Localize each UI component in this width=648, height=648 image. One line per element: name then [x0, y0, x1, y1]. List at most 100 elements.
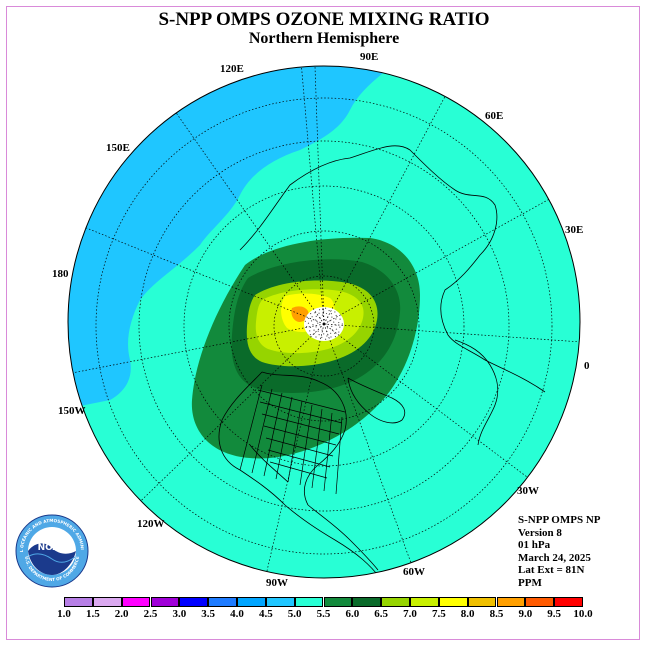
latitude-circle — [95, 97, 553, 555]
state-line — [275, 396, 293, 480]
meridian-line — [313, 66, 325, 325]
polar-dot — [307, 322, 310, 324]
lon-label-60e: 60E — [485, 110, 504, 122]
polar-dot — [323, 333, 325, 335]
polar-dot — [328, 309, 330, 312]
colorbar-swatch — [525, 597, 555, 607]
polar-dot — [315, 319, 317, 321]
info-units: PPM — [518, 576, 542, 589]
polar-dot — [305, 325, 308, 328]
polar-dot — [331, 316, 333, 318]
polar-dot — [307, 317, 310, 320]
state-line — [269, 461, 328, 479]
info-block: S-NPP OMPS NP Version 8 01 hPa March 24,… — [518, 514, 601, 590]
polar-dot — [309, 334, 312, 336]
colorbar-label: 6.5 — [374, 608, 389, 620]
colorbar-swatch — [554, 597, 583, 607]
polar-dot — [321, 329, 323, 331]
polar-dot — [317, 330, 319, 332]
info-instrument: S-NPP OMPS NP — [518, 514, 601, 526]
field-8.0-region — [291, 306, 309, 322]
colorbar-swatch — [294, 597, 324, 607]
colorbar-swatch — [323, 597, 353, 607]
state-line — [263, 425, 337, 446]
noaa-logo: NATIONAL OCEANIC AND ATMOSPHERIC ADMINIS… — [15, 514, 89, 588]
polar-dot — [335, 328, 338, 330]
polar-dot — [339, 326, 341, 328]
polar-dot — [334, 332, 336, 334]
lon-label-90e: 90E — [360, 51, 379, 63]
lon-label-30w: 30W — [517, 485, 539, 497]
colorbar-swatch — [121, 597, 151, 607]
lon-label-0: 0 — [584, 360, 590, 372]
colorbar-label: 6.0 — [345, 608, 360, 620]
state-line — [239, 384, 263, 471]
state-line — [267, 449, 331, 468]
polar-dot — [324, 307, 327, 309]
colorbar-swatch — [150, 597, 180, 607]
polar-dot — [330, 313, 332, 315]
lon-label-30e: 30E — [565, 224, 584, 236]
colorbar-swatch — [467, 597, 497, 607]
colorbar-swatch — [410, 597, 439, 607]
polar-dot — [314, 312, 316, 314]
colorbar-label: 9.0 — [518, 608, 533, 620]
map-subtitle: Northern Hemisphere — [248, 30, 400, 47]
polar-dot — [318, 334, 320, 336]
state-line — [251, 388, 273, 474]
polar-dot — [338, 331, 340, 333]
info-date: March 24, 2025 — [518, 551, 591, 564]
colorbar-label: 1.5 — [85, 608, 100, 620]
colorbar-swatch — [265, 597, 295, 607]
colorbar-label: 5.5 — [316, 608, 331, 620]
polar-dot — [331, 325, 333, 327]
polar-dot — [325, 323, 327, 325]
polar-dot — [326, 327, 329, 329]
meridian-line — [68, 211, 325, 325]
info-level: 01 hPa — [518, 539, 551, 552]
latitude-circle — [183, 185, 465, 467]
polar-dot — [318, 312, 320, 314]
colorbar-swatch — [496, 597, 526, 607]
lon-label-120e: 120E — [220, 63, 244, 75]
polar-dot — [310, 320, 313, 322]
colorbar-label: 2.0 — [114, 608, 129, 620]
colorbar-swatch — [237, 597, 266, 607]
lon-label-180: 180 — [52, 268, 69, 280]
lon-label-150w: 150W — [58, 405, 86, 417]
polar-dot — [338, 321, 340, 324]
polar-dot — [321, 336, 323, 338]
logo-text: NOAA — [38, 543, 67, 553]
state-line — [261, 413, 340, 435]
colorbar-label: 3.5 — [201, 608, 216, 620]
polar-dot — [315, 326, 317, 328]
polar-dot — [309, 312, 312, 315]
colorbar-label: 4.0 — [230, 608, 244, 620]
polar-dot — [321, 314, 324, 316]
colorbar-label: 8.0 — [460, 608, 475, 620]
colorbar-swatch — [92, 597, 122, 607]
coast-north-america — [218, 371, 386, 578]
polar-dot — [313, 329, 315, 331]
colorbar-label: 7.0 — [403, 608, 417, 620]
colorbar-label: 5.0 — [287, 608, 302, 620]
polar-dot — [330, 336, 332, 338]
lon-label-60w: 60W — [403, 566, 425, 578]
colorbar-swatch — [381, 597, 410, 607]
state-line — [287, 400, 303, 483]
lon-label-120w: 120W — [137, 518, 165, 530]
polar-dot — [315, 336, 317, 338]
colorbar-swatch — [208, 597, 237, 607]
polar-dot — [334, 336, 337, 338]
meridian-line — [68, 323, 325, 382]
polar-dot — [309, 326, 312, 328]
polar-dot — [324, 338, 327, 340]
polar-dot — [318, 309, 321, 311]
polar-dot — [335, 314, 337, 317]
globe-border — [67, 65, 581, 579]
meridian-line — [323, 178, 580, 325]
meridian-line — [323, 323, 580, 346]
colorbar-label: 9.5 — [547, 608, 562, 620]
state-line — [259, 401, 343, 424]
